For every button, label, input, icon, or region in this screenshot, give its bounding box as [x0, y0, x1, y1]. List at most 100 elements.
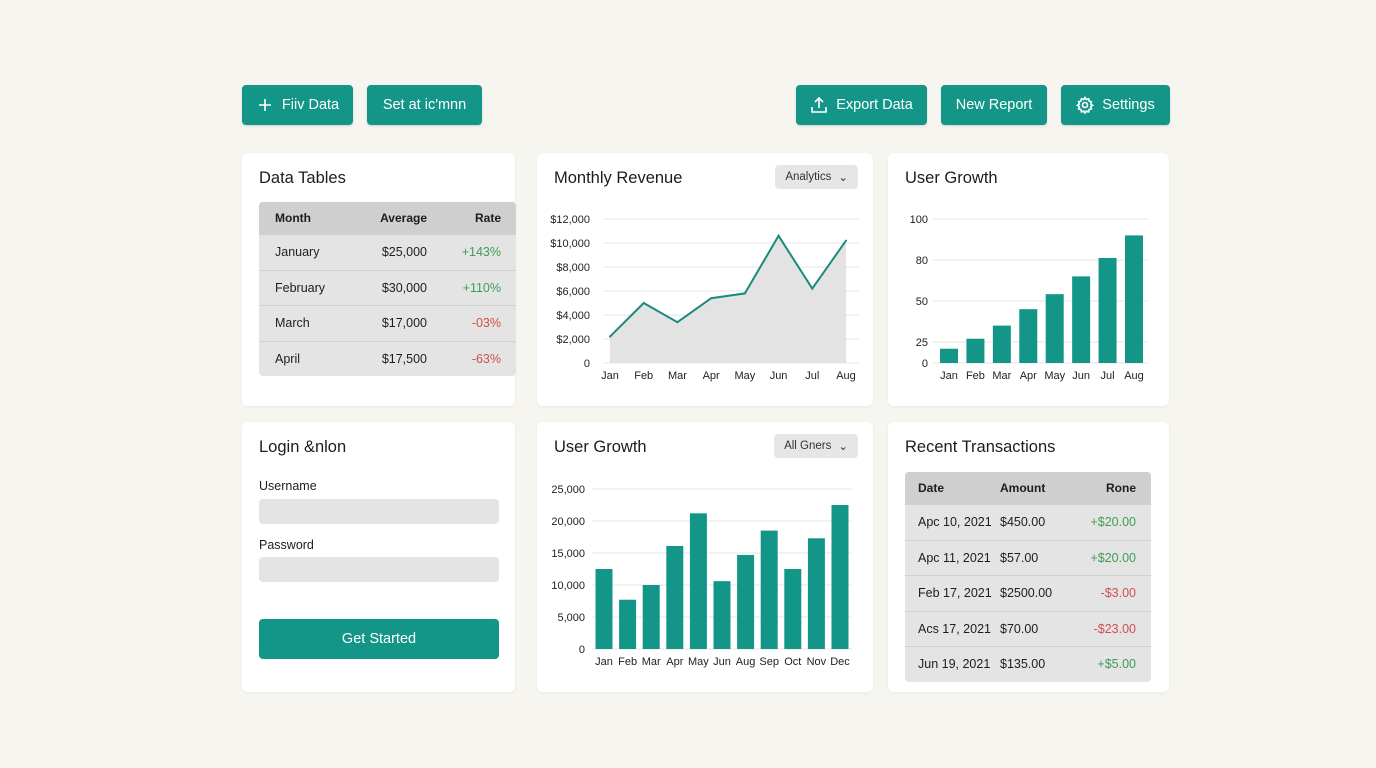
y-tick-label: 25 [916, 337, 928, 349]
get-started-button[interactable]: Get Started [259, 619, 499, 659]
table-cell: -$3.00 [1100, 586, 1136, 601]
table-row: Apc 11, 2021 $57.00 +$20.00 [905, 539, 1151, 576]
data-point [609, 335, 611, 338]
x-tick-label: Apr [703, 370, 720, 382]
x-tick-label: May [1044, 370, 1065, 382]
table-cell: $30,000 [381, 280, 427, 295]
x-tick-label: Feb [966, 370, 985, 382]
table-cell: $135.00 [1000, 657, 1046, 672]
y-tick-label: 25,000 [551, 484, 585, 496]
chevron-down-icon: ⌄ [838, 441, 848, 453]
bar [642, 585, 660, 649]
table-header: Month Average Rate [259, 202, 516, 234]
table-cell: Jun 19, 2021 [918, 657, 991, 672]
table-cell: Apc 10, 2021 [918, 515, 992, 530]
data-point [845, 239, 847, 242]
data-point [676, 321, 679, 324]
table-row: Feb 17, 2021 $2500.00 -$3.00 [905, 575, 1151, 611]
table-cell: $70.00 [1000, 621, 1039, 636]
recent-transactions-card: Recent Transactions Date Amount Rone Apc 10… [888, 422, 1169, 692]
bar [831, 505, 849, 649]
y-tick-label: 0 [922, 358, 928, 370]
card-title: User Growth [905, 169, 998, 187]
analytics-dropdown[interactable]: Analytics ⌄ [775, 165, 858, 189]
table-cell: February [275, 280, 326, 295]
x-tick-label: Apr [666, 656, 683, 668]
revenue-chart: 0 $2,000 $4,000 $6,000 $8,000 $10,000 $12,000 J… [550, 214, 859, 382]
card-title: Monthly Revenue [554, 169, 683, 187]
table-cell: Acs 17, 2021 [918, 621, 991, 636]
x-tick-label: Aug [836, 370, 856, 382]
bar [713, 581, 731, 649]
table-cell: April [275, 351, 301, 366]
table-row: Jun 19, 2021 $135.00 +$5.00 [905, 646, 1151, 682]
transactions-table: Date Amount Rone Apc 10, 2021 $450.00 +$20.00… [905, 472, 1151, 682]
users-filter-dropdown[interactable]: All Gners ⌄ [774, 434, 858, 458]
column-header: Rate [474, 211, 501, 225]
table-row: February $30,000 +110% [259, 269, 516, 306]
table-cell: $25,000 [381, 245, 427, 260]
y-tick-label: 0 [579, 644, 585, 656]
x-tick-label: Feb [618, 656, 637, 668]
settings-button[interactable]: Settings [1061, 85, 1170, 125]
x-tick-label: May [688, 656, 709, 668]
x-tick-label: Feb [634, 370, 653, 382]
user-growth-monthly-chart: 0 5,000 10,000 15,000 20,000 25,000 Jan Feb Mar A… [551, 484, 852, 668]
data-point [710, 297, 713, 300]
table-cell: +$5.00 [1097, 657, 1136, 672]
bar [784, 569, 802, 649]
table-cell: -03% [471, 316, 501, 331]
table-cell: +143% [461, 245, 501, 260]
table-cell: -$23.00 [1093, 621, 1136, 636]
x-tick-label: Jul [805, 370, 819, 382]
user-growth-chart: 0 25 50 80 100 Jan Feb Mar Apr May Jun Jul Aug [910, 214, 1149, 382]
table-row: April $17,500 -63% [259, 340, 516, 377]
column-header: Rone [1106, 481, 1136, 495]
bar [992, 325, 1011, 363]
x-tick-label: Jan [940, 370, 958, 382]
card-title: Recent Transactions [905, 438, 1056, 456]
bar [1125, 235, 1143, 363]
dropdown-value: Analytics [785, 171, 832, 183]
bar [689, 513, 707, 649]
x-tick-label: Jul [1101, 370, 1115, 382]
gear-icon [1076, 96, 1095, 114]
table-cell: +$20.00 [1090, 550, 1136, 565]
upload-icon [811, 96, 828, 113]
table-cell: Feb 17, 2021 [918, 586, 992, 601]
table-cell: $450.00 [1000, 515, 1046, 530]
y-tick-label: $12,000 [550, 214, 590, 226]
y-tick-label: $8,000 [556, 262, 590, 274]
table-row: Apc 10, 2021 $450.00 +$20.00 [905, 504, 1151, 540]
series-line [609, 233, 847, 338]
bar [619, 599, 637, 649]
add-data-button[interactable]: Fiiv Data [242, 85, 353, 125]
set-column-button[interactable]: Set at ic'mnn [367, 85, 482, 125]
column-header: Date [918, 481, 945, 495]
x-tick-label: Sep [759, 656, 779, 668]
y-tick-label: $10,000 [550, 238, 590, 250]
table-row: March $17,000 -03% [259, 305, 516, 341]
x-tick-label: Apr [1020, 370, 1037, 382]
x-tick-label: Jun [1072, 370, 1090, 382]
y-tick-label: 10,000 [551, 580, 585, 592]
export-data-label: Export Data [836, 97, 913, 113]
password-input[interactable] [259, 557, 499, 582]
data-point [777, 234, 780, 237]
new-report-button[interactable]: New Report [941, 85, 1047, 125]
y-tick-label: 50 [916, 296, 928, 308]
x-tick-label: Jun [713, 656, 731, 668]
data-tables-card: Data Tables Month Average Rate January $25,0… [242, 153, 516, 406]
data-point [811, 287, 814, 290]
plus-icon [258, 99, 271, 111]
table-cell: +110% [462, 280, 501, 295]
x-tick-label: Aug [1124, 370, 1144, 382]
x-tick-label: Aug [736, 656, 756, 668]
username-input[interactable] [259, 499, 499, 524]
x-tick-label: Mar [642, 656, 661, 668]
export-data-button[interactable]: Export Data [796, 85, 927, 125]
y-tick-label: 15,000 [551, 548, 585, 560]
table-row: January $25,000 +143% [259, 234, 516, 270]
column-header: Month [275, 211, 311, 225]
table-cell: $2500.00 [1000, 586, 1053, 601]
